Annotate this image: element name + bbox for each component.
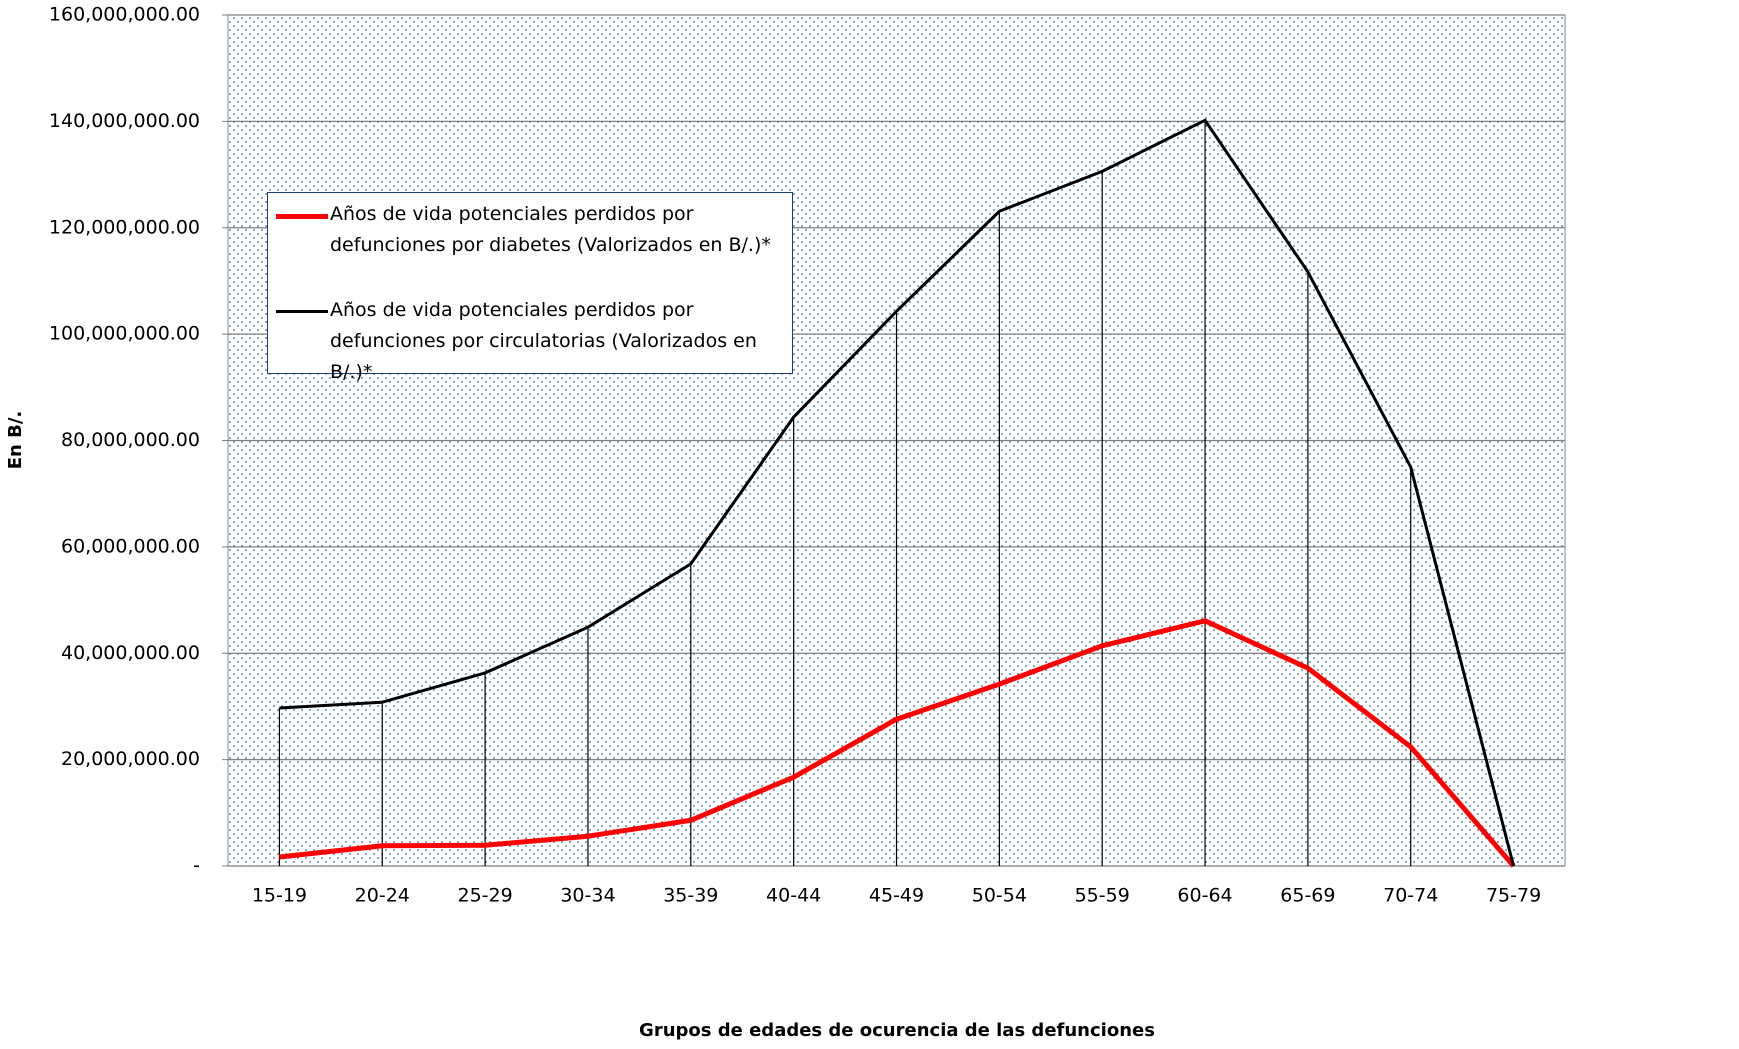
y-tick-label: 120,000,000.00 [49, 216, 200, 238]
y-tick-label: 160,000,000.00 [49, 4, 200, 26]
legend-label: Años de vida potenciales perdidos por de… [330, 203, 771, 256]
x-tick-label: 55-59 [1075, 885, 1130, 907]
y-axis-label: En B/. [5, 411, 26, 470]
x-tick-label: 60-64 [1177, 885, 1232, 907]
legend-swatch [276, 310, 328, 313]
x-tick-label: 75-79 [1486, 885, 1541, 907]
y-tick-label: 60,000,000.00 [61, 535, 200, 557]
legend-label: Años de vida potenciales perdidos por de… [330, 299, 757, 383]
series-line [279, 618, 1516, 868]
y-tick-label: 100,000,000.00 [49, 323, 200, 345]
y-tick-label: - [193, 855, 200, 877]
x-tick-label: 65-69 [1280, 885, 1335, 907]
legend: Años de vida potenciales perdidos por de… [267, 192, 793, 383]
y-tick-label: 80,000,000.00 [61, 429, 200, 451]
x-tick-label: 40-44 [766, 885, 821, 907]
x-tick-label: 45-49 [869, 885, 924, 907]
y-tick-label: 20,000,000.00 [61, 748, 200, 770]
y-tick-label: 140,000,000.00 [49, 110, 200, 132]
x-tick-label: 25-29 [458, 885, 513, 907]
x-tick-label: 50-54 [972, 885, 1027, 907]
x-tick-label: 15-19 [252, 885, 307, 907]
x-axis-label: Grupos de edades de ocurencia de las def… [639, 1020, 1155, 1041]
x-tick-label: 70-74 [1383, 885, 1438, 907]
x-tick-label: 35-39 [663, 885, 718, 907]
y-tick-label: 40,000,000.00 [61, 642, 200, 664]
series-line [279, 118, 1516, 867]
legend-swatch [276, 214, 328, 219]
x-tick-label: 20-24 [355, 885, 410, 907]
x-tick-label: 30-34 [560, 885, 615, 907]
